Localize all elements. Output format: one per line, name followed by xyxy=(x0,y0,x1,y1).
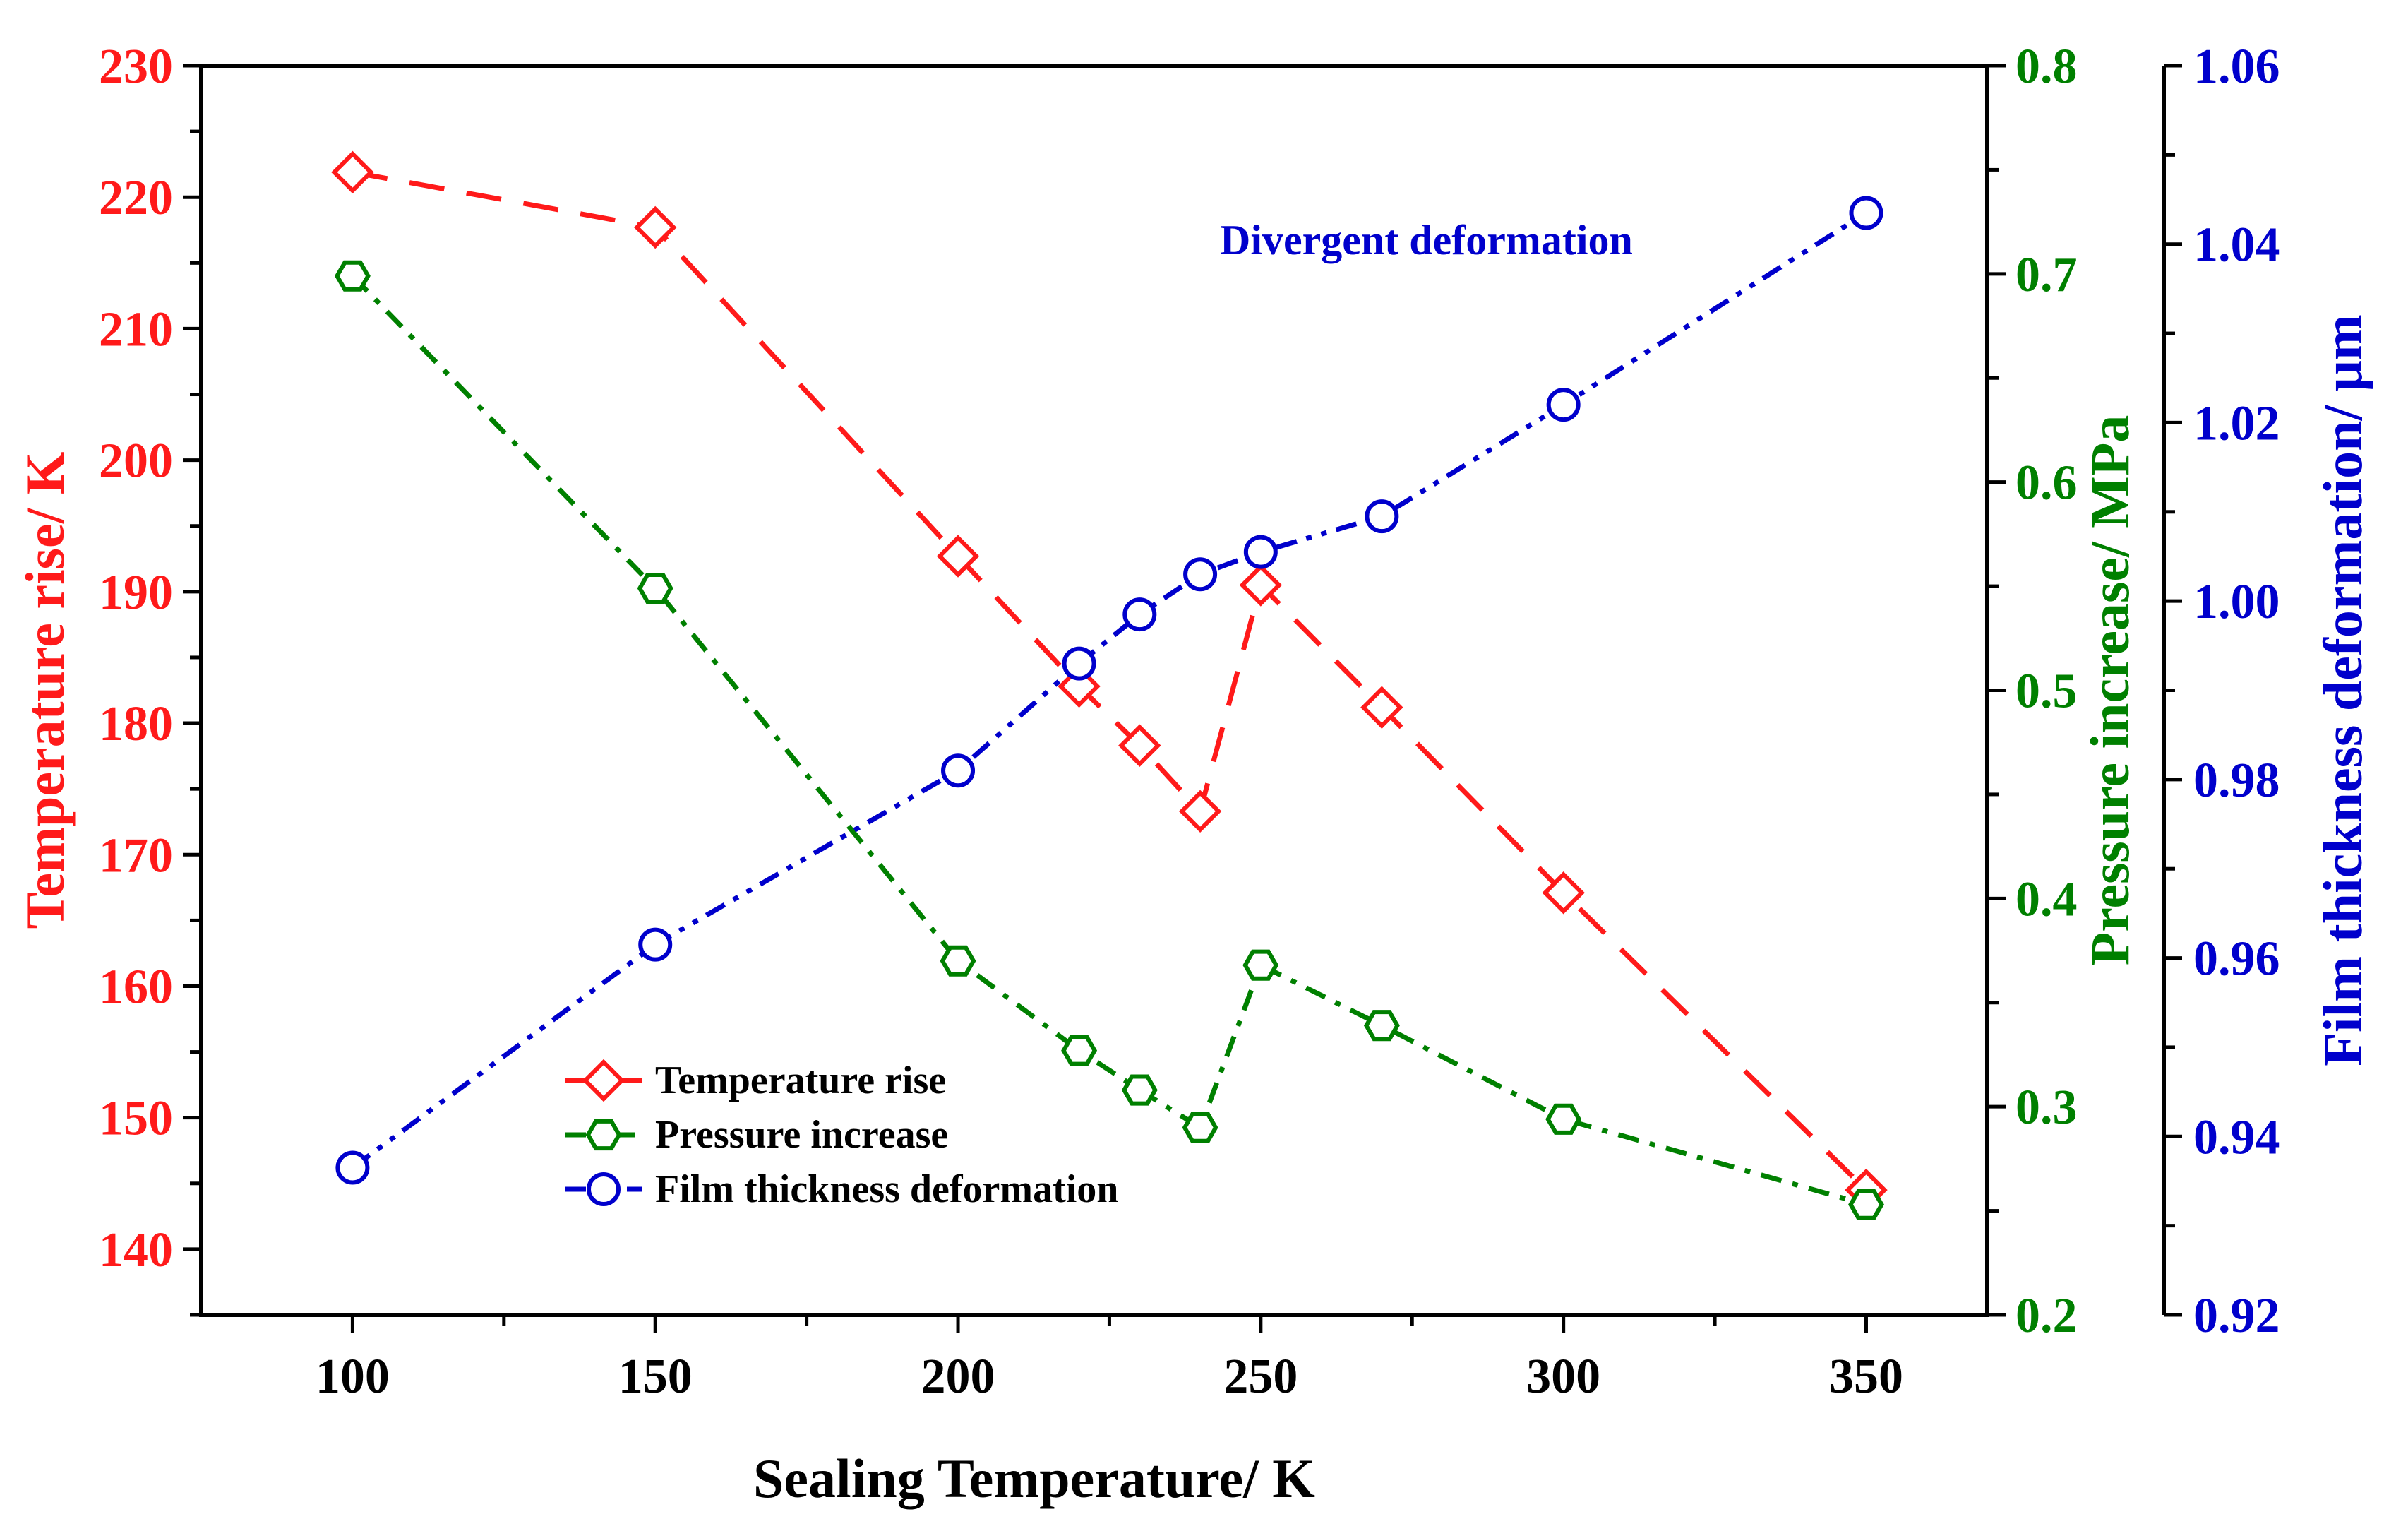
data-point-film-thickness-deformation xyxy=(1365,499,1399,534)
series-line-pressure-increase xyxy=(350,274,1867,1208)
data-point-film-thickness-deformation xyxy=(1243,535,1278,569)
data-point-film-thickness-deformation xyxy=(1849,196,1883,230)
data-point-film-thickness-deformation xyxy=(1183,557,1218,592)
data-point-pressure-increase xyxy=(1182,1112,1218,1143)
y-right1-tick-label: 0.4 xyxy=(2015,872,2078,927)
legend-label-film-thickness-deformation: Film thickness deformation xyxy=(655,1167,1118,1211)
x-tick-label: 200 xyxy=(921,1350,995,1404)
y-right2-tick-label: 1.04 xyxy=(2193,218,2280,273)
y-left-tick-label: 200 xyxy=(99,434,173,489)
y-left-tick-label: 150 xyxy=(99,1092,173,1146)
y-right1-tick-label: 0.7 xyxy=(2015,248,2078,302)
legend-marker-temperature-rise xyxy=(582,1059,625,1102)
y-left-tick-label: 190 xyxy=(99,566,173,620)
annotation-divergent-deformation: Divergent deformation xyxy=(1220,217,1633,263)
data-point-pressure-increase xyxy=(637,573,673,604)
y-right1-tick-label: 0.6 xyxy=(2015,456,2078,511)
data-point-temperature-rise xyxy=(1542,871,1585,915)
y-right2-axis-label: Film thickness deformation/ μm xyxy=(2312,314,2373,1066)
data-point-film-thickness-deformation xyxy=(1062,646,1096,681)
y-right1-tick-label: 0.3 xyxy=(2015,1080,2078,1135)
x-tick-label: 250 xyxy=(1223,1350,1298,1404)
legend-marker-film-thickness-deformation xyxy=(587,1172,621,1206)
legend-marker-pressure-increase xyxy=(585,1119,622,1151)
y-left-tick-label: 220 xyxy=(99,171,173,225)
y-right2-tick-label: 0.98 xyxy=(2193,753,2280,808)
data-point-temperature-rise xyxy=(331,150,374,194)
y-right2-tick-label: 0.96 xyxy=(2193,932,2280,987)
y-left-tick-label: 170 xyxy=(99,828,173,883)
data-point-pressure-increase xyxy=(1363,1010,1400,1042)
y-right1-tick-label: 0.2 xyxy=(2015,1289,2078,1343)
series-layer xyxy=(331,150,1888,1220)
y-right2-tick-label: 1.00 xyxy=(2193,575,2280,629)
data-point-film-thickness-deformation xyxy=(1546,388,1581,422)
data-point-pressure-increase xyxy=(1242,949,1279,981)
data-point-pressure-increase xyxy=(334,260,371,292)
data-point-temperature-rise xyxy=(936,535,980,578)
x-tick-label: 350 xyxy=(1829,1350,1903,1404)
x-tick-label: 150 xyxy=(618,1350,693,1404)
data-point-pressure-increase xyxy=(1121,1074,1158,1106)
legend-label-temperature-rise: Temperature rise xyxy=(655,1059,946,1102)
data-point-temperature-rise xyxy=(1360,686,1403,729)
x-axis-label: Sealing Temperature/ K xyxy=(753,1448,1315,1509)
data-point-pressure-increase xyxy=(1061,1035,1098,1066)
y-right2-tick-label: 1.06 xyxy=(2193,40,2280,94)
y-right1-axis-label: Pressure increase/ MPa xyxy=(2079,415,2140,966)
data-point-temperature-rise xyxy=(1178,790,1222,833)
data-point-pressure-increase xyxy=(1848,1189,1884,1220)
y-right1-tick-label: 0.5 xyxy=(2015,665,2078,719)
y-left-tick-label: 230 xyxy=(99,40,173,94)
series-line-film-thickness-deformation xyxy=(351,210,1868,1170)
data-point-film-thickness-deformation xyxy=(638,927,673,962)
y-right2-tick-label: 1.02 xyxy=(2193,396,2280,451)
data-point-temperature-rise xyxy=(633,205,677,249)
data-point-temperature-rise xyxy=(1118,724,1161,767)
axes-layer: 100 150 200 250 300 350 140 150 160 170 180 190 200 2… xyxy=(14,40,2373,1404)
y-left-tick-label: 180 xyxy=(99,697,173,751)
y-right2-tick-label: 0.92 xyxy=(2193,1289,2280,1343)
data-point-temperature-rise xyxy=(1239,564,1283,607)
y-left-axis-label: Temperature rise/ K xyxy=(14,451,76,929)
legend-label-pressure-increase: Pressure increase xyxy=(655,1113,948,1157)
y-left-tick-label: 160 xyxy=(99,960,173,1014)
series-line-temperature-rise xyxy=(352,169,1868,1192)
data-point-film-thickness-deformation xyxy=(335,1150,370,1185)
x-tick-label: 100 xyxy=(316,1350,390,1404)
y-right2-tick-label: 0.94 xyxy=(2193,1110,2280,1164)
data-point-pressure-increase xyxy=(940,945,976,977)
data-point-pressure-increase xyxy=(1545,1103,1582,1135)
data-point-film-thickness-deformation xyxy=(1122,597,1157,632)
y-left-tick-label: 210 xyxy=(99,302,173,357)
x-tick-label: 300 xyxy=(1526,1350,1600,1404)
y-right1-tick-label: 0.8 xyxy=(2015,40,2078,94)
legend: Temperature rise Pressure increase Film th… xyxy=(565,1059,1118,1211)
y-left-tick-label: 140 xyxy=(99,1223,173,1277)
data-point-film-thickness-deformation xyxy=(941,753,976,788)
